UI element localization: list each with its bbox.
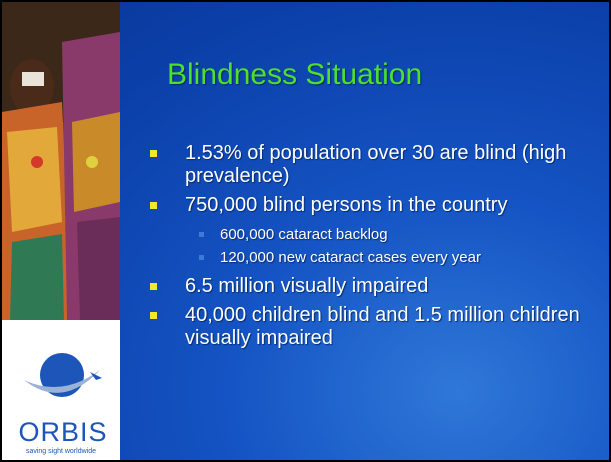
sub-bullet: 600,000 cataract backlog [185, 223, 600, 246]
logo-name: ORBIS [8, 417, 118, 448]
bullet: 6.5 million visually impaired [150, 275, 590, 298]
bullet: 40,000 children blind and 1.5 million ch… [150, 304, 590, 350]
slide-title: Blindness Situation [167, 58, 422, 92]
bullet-list: 1.53% of population over 30 are blind (h… [150, 142, 600, 356]
slide: ORBIS saving sight worldwide Blindness S… [0, 0, 611, 462]
side-panel: ORBIS saving sight worldwide [2, 2, 120, 460]
bullet: 750,000 blind persons in the country [150, 194, 590, 217]
photo [2, 2, 120, 320]
bullet: 1.53% of population over 30 are blind (h… [150, 142, 590, 188]
logo-tagline: saving sight worldwide [4, 448, 118, 455]
sub-bullet: 120,000 new cataract cases every year [185, 246, 600, 269]
